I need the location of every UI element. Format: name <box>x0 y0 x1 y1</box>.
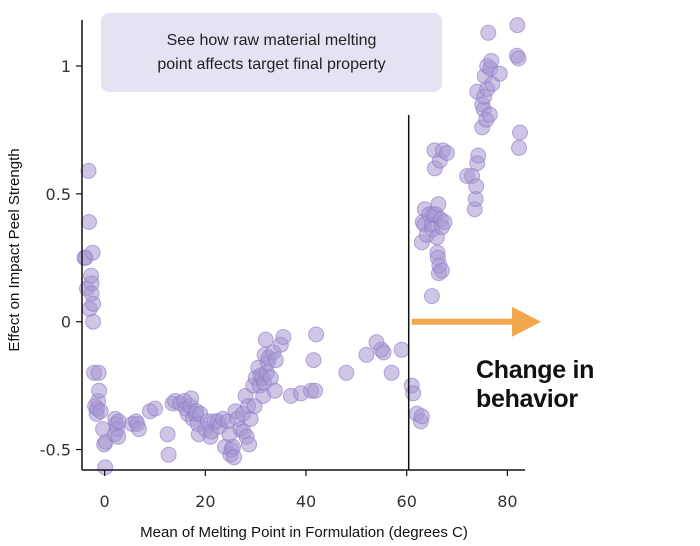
data-point <box>511 139 527 156</box>
data-point <box>470 147 487 164</box>
data-point <box>275 329 292 345</box>
annotation-box: See how raw material melting point affec… <box>101 13 442 92</box>
y-tick-label: 0 <box>61 313 71 332</box>
points-layer <box>76 17 528 476</box>
data-point <box>483 52 500 69</box>
data-point <box>491 65 508 82</box>
data-point <box>130 421 147 438</box>
data-point <box>413 408 430 425</box>
data-point <box>423 288 440 305</box>
data-point <box>393 341 410 358</box>
data-point <box>241 436 258 453</box>
y-tick-label: 1 <box>61 57 71 76</box>
data-point <box>308 326 325 343</box>
arrow-head <box>512 306 541 337</box>
data-point <box>358 346 375 363</box>
data-point <box>307 382 324 399</box>
data-point <box>266 382 283 399</box>
x-tick-label: 0 <box>100 492 110 511</box>
x-axis-title: Mean of Melting Point in Formulation (de… <box>140 524 468 541</box>
data-point <box>375 344 392 361</box>
data-point <box>147 400 163 417</box>
data-point <box>91 382 108 399</box>
x-tick-label: 80 <box>497 492 517 511</box>
data-point <box>481 106 498 123</box>
y-tick-label: 0.5 <box>46 185 71 204</box>
data-point <box>305 352 322 369</box>
data-point <box>90 364 107 381</box>
data-point <box>246 398 263 415</box>
x-tick-label: 20 <box>195 492 215 511</box>
y-axis-title: Effect on Impact Peel Strength <box>6 148 23 351</box>
data-point <box>257 331 274 348</box>
data-point <box>80 162 97 179</box>
data-point <box>436 214 453 230</box>
data-point <box>439 145 455 161</box>
data-point <box>92 403 109 420</box>
data-point <box>430 196 447 213</box>
data-point <box>383 364 400 381</box>
data-point <box>510 50 527 67</box>
ticks-layer: 0 20 40 60 80 -0.5 0 0.5 1 <box>40 57 518 511</box>
data-point <box>509 17 526 34</box>
data-point <box>512 124 528 141</box>
data-point <box>110 428 127 445</box>
y-tick-label: -0.5 <box>40 441 71 460</box>
data-point <box>267 352 284 369</box>
annotation-line-2: point affects target final property <box>157 56 386 73</box>
data-point <box>480 24 497 41</box>
data-point <box>159 426 176 443</box>
change-arrow <box>411 306 541 337</box>
data-point <box>226 449 242 466</box>
annotation-text: See how raw material melting point affec… <box>101 29 442 77</box>
x-tick-label: 40 <box>296 492 316 511</box>
annotation-line-1: See how raw material melting <box>166 32 377 49</box>
data-point <box>110 413 127 430</box>
data-point <box>433 262 450 279</box>
data-point <box>81 214 97 230</box>
data-point <box>405 385 422 402</box>
data-point <box>84 244 101 261</box>
data-point <box>85 295 102 312</box>
data-point <box>85 313 102 330</box>
data-point <box>160 446 177 463</box>
callout-label: Change in behavior <box>476 356 595 413</box>
data-point <box>468 178 485 195</box>
x-tick-label: 60 <box>397 492 417 511</box>
data-point <box>338 364 355 381</box>
